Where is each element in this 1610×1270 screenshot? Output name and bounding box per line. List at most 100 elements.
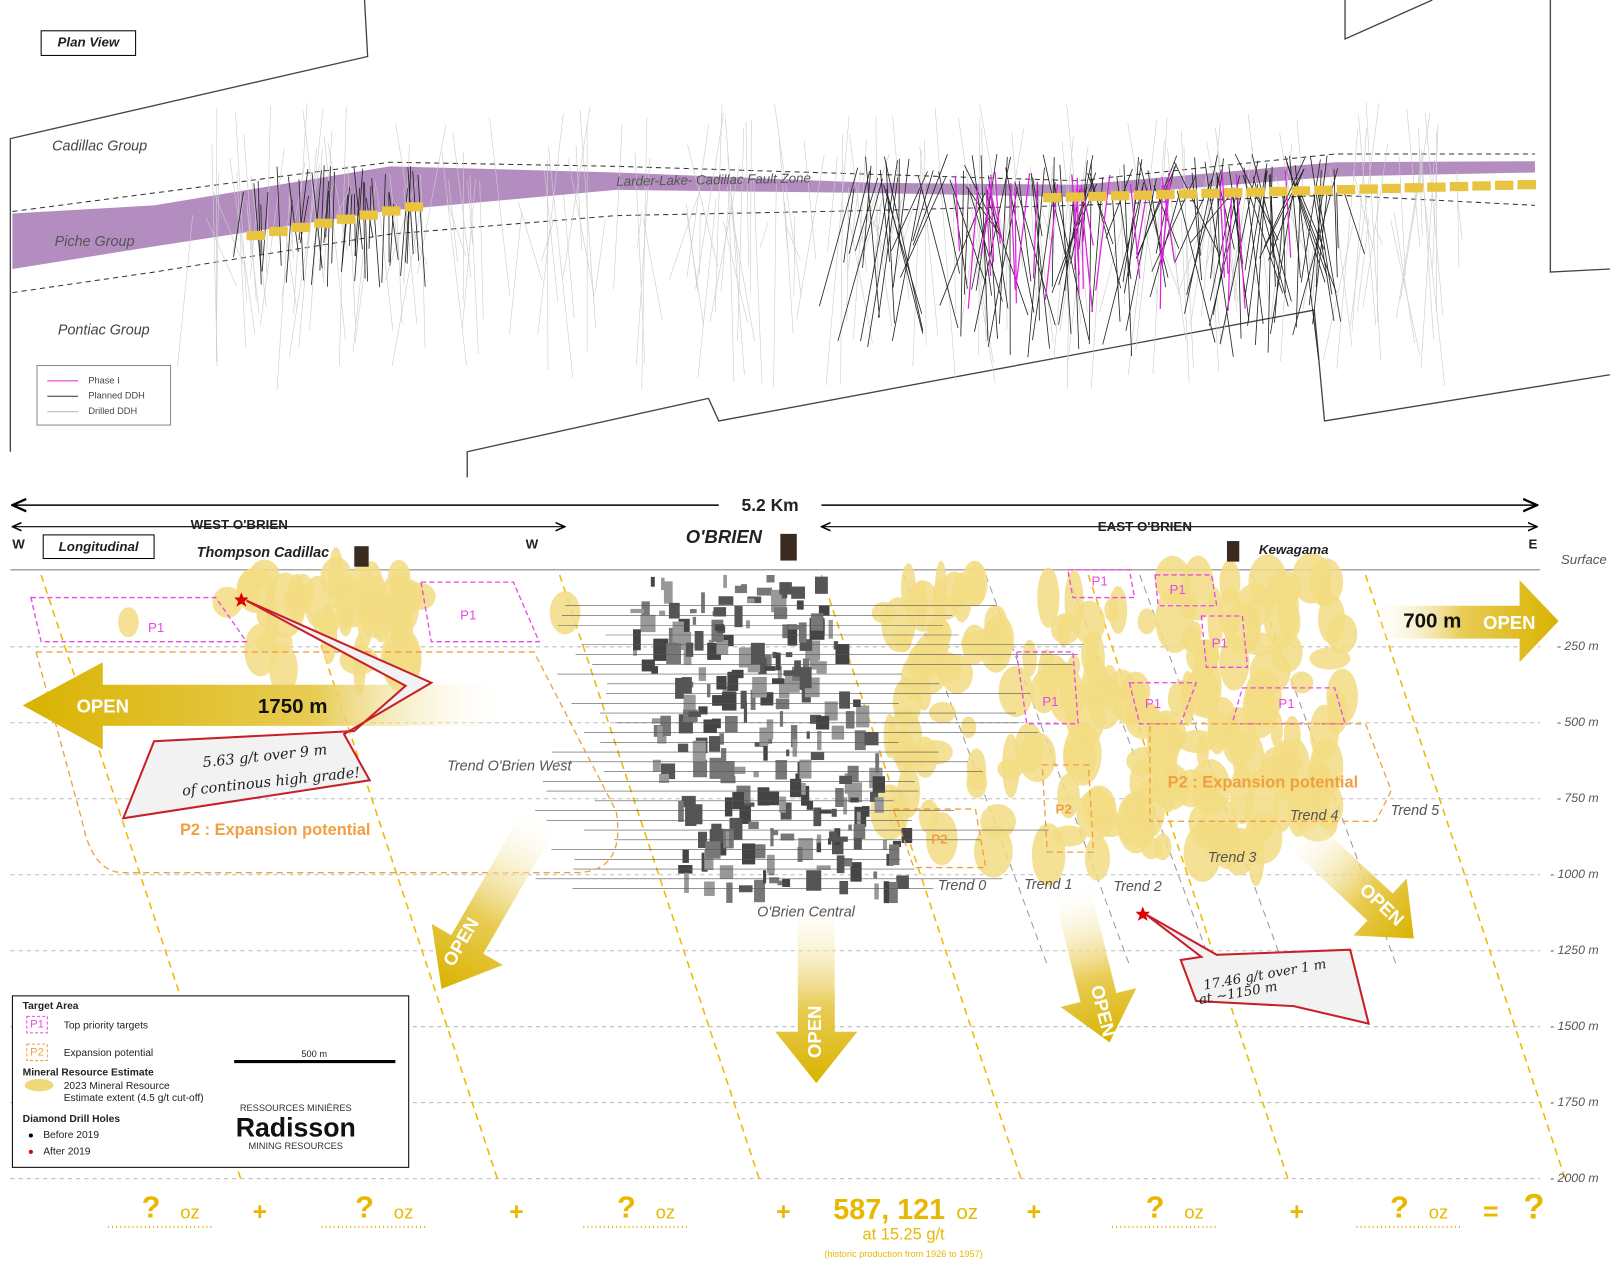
resource-blob <box>1317 594 1346 644</box>
mined-stope <box>652 759 661 772</box>
resource-blob <box>1472 181 1491 191</box>
drilled-hole <box>858 153 890 246</box>
mined-stope <box>698 706 708 715</box>
drilled-hole <box>544 171 559 303</box>
mined-stope <box>740 690 747 709</box>
mined-stope <box>816 834 822 843</box>
planned-hole <box>1184 155 1218 314</box>
mined-stope <box>764 666 776 671</box>
mined-stope <box>688 711 702 717</box>
planned-hole <box>1259 169 1304 259</box>
resource-blob <box>549 591 581 635</box>
mined-stope <box>810 714 822 724</box>
drilled-hole <box>303 107 324 284</box>
unit-label: oz <box>394 1201 414 1222</box>
legend-label: Top priority targets <box>64 1020 148 1031</box>
drilled-hole <box>354 181 377 344</box>
resource-blob <box>269 643 298 696</box>
drilled-hole <box>391 208 421 367</box>
drilled-hole <box>847 170 862 272</box>
planned-hole <box>1102 181 1145 345</box>
phase-1-hole <box>1284 170 1292 258</box>
mined-stope <box>810 613 824 631</box>
planned-hole <box>1037 181 1040 321</box>
planned-hole <box>1105 168 1133 239</box>
drilled-hole <box>562 107 591 278</box>
mined-stope <box>839 691 850 709</box>
mined-stope <box>650 576 655 587</box>
phase-1-hole <box>1082 189 1094 246</box>
mined-stope <box>777 880 787 886</box>
resource-blob <box>897 765 921 818</box>
drilled-hole <box>446 199 467 257</box>
drilled-hole <box>1029 166 1055 253</box>
drilled-hole <box>1336 129 1359 369</box>
planned-hole <box>912 154 948 246</box>
resource-blob <box>1120 671 1151 711</box>
drilled-hole <box>312 178 336 250</box>
phase-1-hole <box>1161 173 1170 266</box>
planned-hole <box>1333 169 1338 278</box>
planned-hole <box>362 181 366 279</box>
unit-label: oz <box>1184 1201 1204 1222</box>
planned-hole <box>1308 155 1328 305</box>
unit-label: oz <box>1429 1201 1449 1222</box>
mined-stope <box>759 727 769 746</box>
drilled-hole <box>1180 218 1190 383</box>
p1-label: P1 <box>148 620 164 635</box>
p1-label: P1 <box>1278 696 1294 711</box>
phase-1-hole <box>1130 183 1141 279</box>
depth-label: - 750 m <box>1557 791 1599 805</box>
mined-stope <box>681 795 696 808</box>
planned-hole <box>233 192 244 258</box>
drilled-hole <box>489 117 511 296</box>
resource-blob <box>929 701 956 724</box>
planned-hole <box>860 193 889 342</box>
planned-hole <box>325 190 330 238</box>
planned-hole <box>971 155 993 296</box>
planned-hole <box>1173 161 1219 253</box>
mined-stope <box>659 610 666 616</box>
mined-stope <box>630 608 645 614</box>
planned-hole <box>353 193 356 257</box>
drilled-hole <box>1045 172 1053 249</box>
p1-label: P1 <box>1170 582 1186 597</box>
logo-name: Radisson <box>236 1112 356 1142</box>
mined-stope <box>727 671 739 691</box>
mined-stope <box>713 607 727 617</box>
planned-hole <box>1058 186 1088 286</box>
resource-blob <box>1116 791 1156 854</box>
mined-stope <box>766 719 774 740</box>
resource-blob <box>405 582 436 610</box>
mined-stope <box>706 684 711 698</box>
phase-1-hole <box>1219 178 1226 278</box>
planned-hole <box>364 182 369 282</box>
drilled-hole <box>1270 143 1293 323</box>
drilled-hole <box>737 127 745 341</box>
mined-stope <box>843 797 848 815</box>
drilled-hole <box>448 180 458 263</box>
drilled-hole <box>1329 166 1353 347</box>
depth-label: - 500 m <box>1557 715 1599 729</box>
resource-blob <box>1449 181 1469 192</box>
planned-hole <box>299 196 309 244</box>
planned-hole <box>1268 168 1305 261</box>
phase-1-hole <box>1016 173 1031 281</box>
mined-stope <box>666 643 682 665</box>
mined-stope <box>816 838 822 853</box>
drilled-hole <box>1398 155 1406 276</box>
resource-blob <box>1189 621 1202 644</box>
fault-label: Larder-Lake- Cadillac Fault Zone <box>616 171 811 189</box>
mined-stope <box>677 743 689 753</box>
depth-label: - 250 m <box>1557 639 1599 653</box>
drilled-hole <box>396 203 403 324</box>
mined-stope <box>692 740 706 762</box>
mined-stope <box>790 778 802 798</box>
plus-sign: + <box>1027 1199 1041 1226</box>
planned-hole <box>276 166 282 266</box>
drilled-hole <box>867 218 897 241</box>
mined-stope <box>734 585 746 594</box>
mined-stope <box>753 771 759 778</box>
mined-stope <box>872 776 885 793</box>
